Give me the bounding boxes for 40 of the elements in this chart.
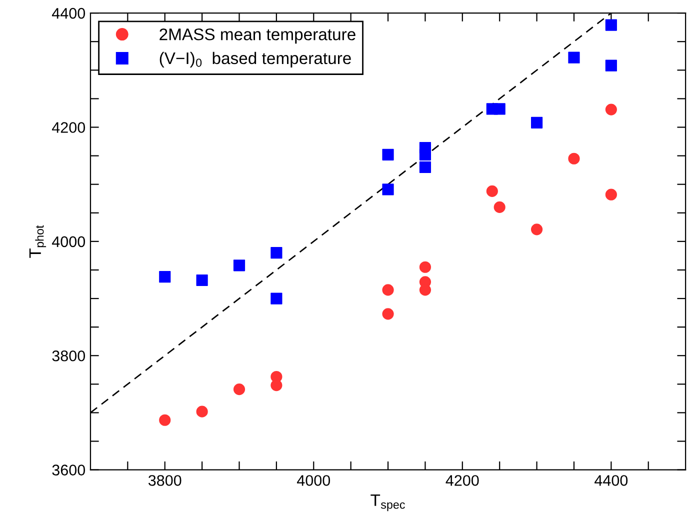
- point: [233, 384, 246, 396]
- point: [530, 116, 543, 128]
- point: [196, 274, 208, 286]
- point: [568, 152, 580, 164]
- point: [382, 148, 394, 160]
- y-tick-label: 4000: [52, 236, 86, 248]
- point: [419, 261, 432, 273]
- point: [419, 161, 432, 173]
- point: [605, 104, 617, 116]
- point: [494, 201, 506, 213]
- y-tick-label: 4400: [52, 8, 86, 19]
- y-tick-label: 3800: [52, 350, 86, 362]
- point: [605, 188, 617, 200]
- y-tick-label: 3600: [52, 464, 86, 476]
- x-tick-label: 4000: [296, 475, 330, 486]
- point: [382, 184, 394, 196]
- x-axis-title: T$_{spec}$: [370, 494, 405, 512]
- point: [382, 308, 394, 320]
- x-tick-label: 3800: [148, 475, 182, 486]
- legend-label: 2MASS mean temperature: [160, 28, 356, 44]
- point: [196, 406, 208, 418]
- point: [233, 260, 246, 272]
- y-axis-title: T$_{phot}$: [29, 225, 46, 258]
- point: [530, 224, 543, 236]
- point: [605, 60, 617, 72]
- point: [159, 271, 171, 283]
- point: [382, 284, 394, 296]
- x-tick-label: 4200: [446, 475, 479, 486]
- x-tick-label: 4400: [594, 475, 628, 486]
- point: [486, 185, 498, 197]
- point: [494, 103, 506, 115]
- point: [270, 380, 282, 392]
- point: [159, 414, 171, 426]
- point: [270, 247, 282, 259]
- legend-label: (V−I)$_{0}$ based temperature: [160, 52, 351, 68]
- point: [605, 19, 617, 31]
- point: [568, 52, 580, 64]
- y-tick-label: 4200: [52, 122, 86, 133]
- point: [419, 148, 432, 160]
- point: [270, 292, 282, 304]
